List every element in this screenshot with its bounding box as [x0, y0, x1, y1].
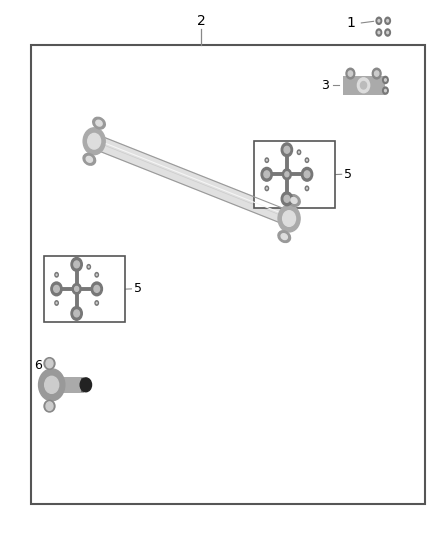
Circle shape [297, 149, 301, 155]
Ellipse shape [281, 233, 287, 239]
Circle shape [301, 167, 313, 181]
Bar [44, 256, 125, 322]
Circle shape [88, 265, 90, 268]
Circle shape [357, 78, 370, 93]
Text: 6: 6 [35, 359, 42, 372]
Circle shape [384, 88, 387, 93]
Text: 2: 2 [197, 14, 206, 28]
Circle shape [46, 359, 53, 368]
Bar [254, 141, 335, 208]
Circle shape [74, 286, 79, 292]
Circle shape [71, 257, 82, 271]
Ellipse shape [278, 231, 290, 243]
Circle shape [284, 147, 290, 153]
Circle shape [74, 310, 79, 317]
Circle shape [71, 306, 82, 320]
Circle shape [39, 369, 65, 401]
Circle shape [88, 133, 101, 149]
Circle shape [94, 300, 99, 306]
Circle shape [83, 128, 105, 155]
Circle shape [74, 261, 79, 268]
Circle shape [261, 167, 272, 181]
Circle shape [386, 30, 389, 35]
Ellipse shape [291, 198, 297, 204]
Circle shape [375, 17, 382, 25]
Circle shape [284, 196, 290, 202]
Ellipse shape [288, 195, 300, 206]
Circle shape [283, 211, 296, 227]
Ellipse shape [86, 156, 92, 162]
Text: 5: 5 [134, 282, 141, 295]
Circle shape [281, 143, 293, 157]
Circle shape [56, 273, 58, 276]
Circle shape [377, 30, 381, 35]
Circle shape [265, 157, 269, 163]
Circle shape [46, 402, 53, 410]
Circle shape [264, 171, 269, 177]
Circle shape [51, 282, 62, 296]
Circle shape [281, 192, 293, 206]
Circle shape [266, 159, 268, 161]
Circle shape [94, 272, 99, 278]
Circle shape [384, 78, 387, 82]
Circle shape [86, 264, 91, 270]
Bar [31, 45, 425, 504]
Ellipse shape [83, 154, 95, 165]
Bar [81, 378, 86, 392]
Text: 5: 5 [344, 168, 352, 181]
Circle shape [348, 71, 353, 76]
Circle shape [382, 86, 389, 95]
Text: 3: 3 [321, 79, 329, 92]
Circle shape [304, 157, 309, 163]
Circle shape [298, 151, 300, 154]
Ellipse shape [96, 120, 102, 126]
Circle shape [278, 205, 300, 232]
Circle shape [95, 273, 98, 276]
Circle shape [72, 284, 81, 294]
Polygon shape [92, 134, 291, 225]
Circle shape [266, 187, 268, 190]
Text: 4: 4 [103, 257, 111, 270]
Circle shape [56, 302, 58, 304]
Text: 1: 1 [346, 16, 355, 30]
Circle shape [94, 286, 99, 292]
Ellipse shape [93, 117, 105, 129]
Ellipse shape [44, 400, 55, 412]
Circle shape [54, 272, 59, 278]
Circle shape [91, 282, 102, 296]
Circle shape [360, 82, 367, 89]
Circle shape [375, 28, 382, 37]
Circle shape [45, 376, 59, 393]
Circle shape [384, 28, 391, 37]
Bar [55, 377, 84, 393]
Ellipse shape [44, 358, 55, 369]
Circle shape [304, 185, 309, 191]
Circle shape [80, 378, 92, 392]
Circle shape [346, 68, 355, 79]
Circle shape [283, 169, 291, 180]
Circle shape [304, 171, 310, 177]
Circle shape [95, 302, 98, 304]
Circle shape [374, 71, 379, 76]
Circle shape [285, 172, 289, 177]
Bar [343, 76, 385, 95]
Circle shape [306, 187, 308, 190]
Circle shape [372, 68, 381, 79]
Circle shape [54, 300, 59, 306]
Circle shape [265, 185, 269, 191]
Circle shape [306, 159, 308, 161]
Circle shape [54, 286, 59, 292]
Circle shape [386, 19, 389, 23]
Circle shape [382, 76, 389, 84]
Text: 4: 4 [314, 143, 321, 156]
Circle shape [384, 17, 391, 25]
Circle shape [377, 19, 381, 23]
